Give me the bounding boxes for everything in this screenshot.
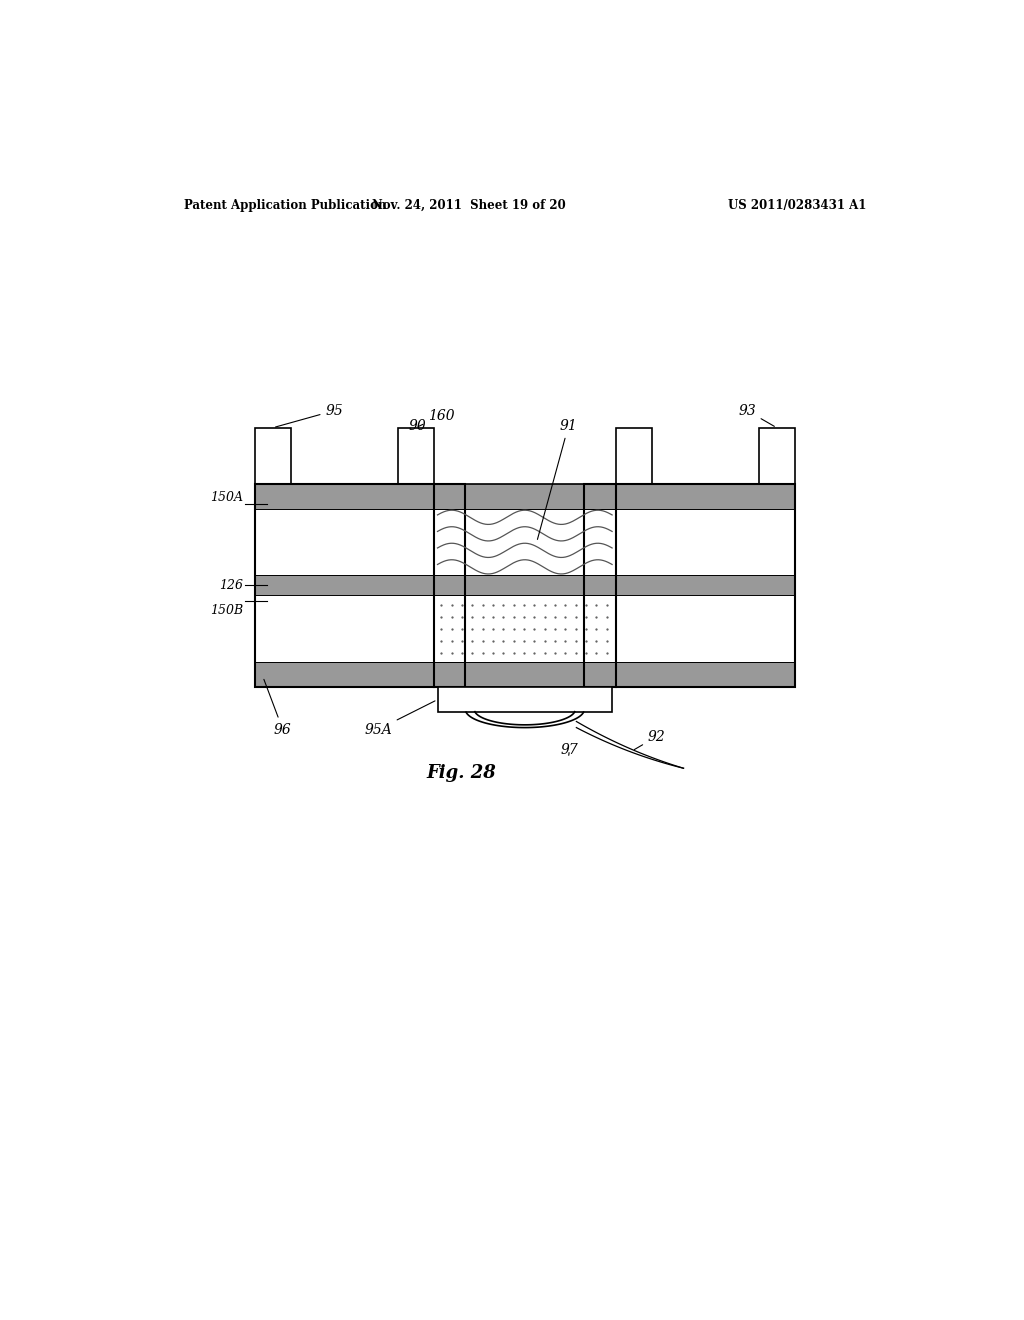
Bar xyxy=(255,483,465,686)
Text: 150A: 150A xyxy=(210,491,243,504)
Text: 93: 93 xyxy=(738,404,774,426)
Text: 92: 92 xyxy=(634,730,666,750)
Text: 95A: 95A xyxy=(365,701,435,737)
Bar xyxy=(255,428,291,483)
Bar xyxy=(616,428,652,483)
Bar xyxy=(255,483,465,510)
Bar xyxy=(255,510,465,576)
Bar xyxy=(255,576,465,595)
Text: 160: 160 xyxy=(418,409,455,426)
Bar xyxy=(585,576,795,595)
Bar xyxy=(585,483,795,686)
Bar xyxy=(585,661,795,686)
Bar xyxy=(585,510,795,576)
Text: 95: 95 xyxy=(275,404,343,426)
Bar xyxy=(255,595,465,661)
Text: 90: 90 xyxy=(409,418,427,433)
Bar xyxy=(616,428,652,483)
Text: US 2011/0283431 A1: US 2011/0283431 A1 xyxy=(728,199,866,213)
Bar xyxy=(255,483,465,686)
Text: 126: 126 xyxy=(219,578,243,591)
Text: Nov. 24, 2011  Sheet 19 of 20: Nov. 24, 2011 Sheet 19 of 20 xyxy=(373,199,566,213)
Text: Patent Application Publication: Patent Application Publication xyxy=(183,199,386,213)
Text: 97: 97 xyxy=(560,743,579,756)
Text: 150B: 150B xyxy=(210,603,243,616)
Bar xyxy=(433,576,616,595)
Bar xyxy=(397,428,433,483)
Bar xyxy=(255,661,465,686)
Bar xyxy=(433,661,616,686)
Text: Fig. 28: Fig. 28 xyxy=(426,764,497,783)
Bar xyxy=(585,483,795,510)
Bar xyxy=(437,686,612,713)
Bar xyxy=(433,483,616,686)
Text: 96: 96 xyxy=(264,680,292,737)
Bar xyxy=(255,428,291,483)
Bar xyxy=(759,428,795,483)
Bar xyxy=(397,428,433,483)
Bar xyxy=(437,686,612,713)
Bar xyxy=(433,483,616,510)
Bar xyxy=(585,595,795,661)
Bar xyxy=(585,483,795,686)
Bar xyxy=(759,428,795,483)
Text: 91: 91 xyxy=(538,418,578,540)
